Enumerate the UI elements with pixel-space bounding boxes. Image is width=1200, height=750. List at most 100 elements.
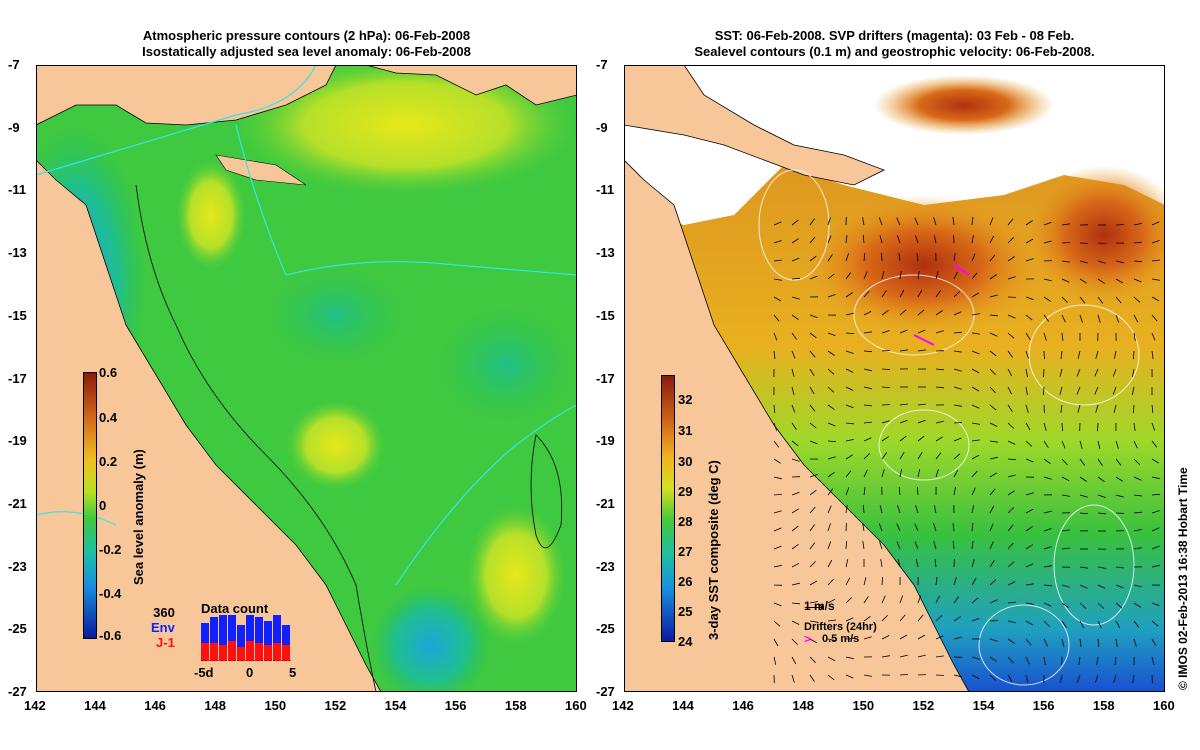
velocity-arrow (1133, 584, 1142, 588)
velocity-arrow (1007, 332, 1015, 339)
velocity-arrow (1151, 545, 1160, 550)
velocity-arrow (1097, 494, 1106, 498)
velocity-arrow (989, 217, 994, 226)
velocity-arrow (1133, 511, 1143, 514)
velocity-arrow (953, 422, 963, 424)
velocity-arrow (845, 404, 854, 409)
velocity-arrow (1115, 638, 1118, 647)
velocity-arrow (917, 451, 923, 460)
velocity-arrow (827, 273, 835, 280)
pressure-contour-3 (395, 404, 578, 586)
velocity-arrow (773, 564, 782, 568)
velocity-arrow (1025, 350, 1029, 359)
sst-hot-core-1 (804, 195, 1044, 335)
velocity-arrow (773, 350, 776, 359)
velocity-arrow (1061, 332, 1064, 341)
legend-360: 360 (153, 605, 175, 620)
velocity-arrow (791, 638, 798, 645)
histogram-env-bar (273, 615, 281, 643)
velocity-arrow (971, 656, 980, 660)
velocity-arrow (899, 349, 908, 352)
velocity-arrow (1007, 422, 1015, 429)
velocity-arrow (863, 421, 872, 424)
right-lat-tick: -11 (596, 182, 615, 198)
velocity-arrow (809, 218, 815, 226)
velocity-arrow (1115, 260, 1124, 264)
velocity-arrow (1096, 656, 1099, 665)
velocity-arrow (827, 674, 835, 681)
velocity-arrow (827, 294, 836, 298)
velocity-arrow (1061, 547, 1070, 550)
velocity-arrow (971, 253, 976, 262)
data-count-tick-2: 5 (289, 665, 297, 680)
new-guinea-land (35, 64, 337, 126)
velocity-arrow (879, 235, 883, 244)
drifters-speed: 0.5 m/s (822, 633, 860, 645)
velocity-arrow (1133, 602, 1142, 608)
velocity-arrow (935, 310, 943, 316)
left-lat-tick: -15 (8, 307, 27, 323)
velocity-arrow (935, 290, 941, 298)
velocity-arrow (809, 422, 817, 429)
histogram-j1-bar (201, 643, 209, 661)
velocity-arrow (916, 253, 919, 262)
velocity-arrow (953, 331, 963, 334)
velocity-arrow (953, 616, 961, 622)
velocity-arrow (863, 577, 867, 586)
velocity-arrow (809, 601, 818, 604)
velocity-arrow (1061, 242, 1071, 244)
velocity-arrow (863, 615, 871, 622)
velocity-arrow (1151, 404, 1154, 413)
velocity-arrow (1043, 296, 1051, 302)
velocity-arrow (971, 386, 980, 392)
velocity-arrow (809, 674, 815, 682)
velocity-arrow (863, 271, 868, 280)
velocity-arrow (791, 491, 800, 496)
velocity-arrow (1025, 492, 1034, 496)
velocity-arrow (1133, 278, 1142, 283)
velocity-arrow (915, 559, 919, 568)
velocity-arrow (791, 440, 799, 447)
velocity-arrow (1007, 276, 1016, 280)
velocity-arrow (1115, 494, 1124, 498)
velocity-arrow (1061, 458, 1068, 466)
sst-tick-6: 26 (678, 574, 693, 589)
velocity-arrow (1114, 656, 1117, 665)
velocity-arrow (1112, 368, 1117, 377)
velocity-arrow (1025, 220, 1033, 226)
velocity-arrow (845, 368, 854, 373)
velocity-arrow (1115, 602, 1123, 609)
velocity-arrow (773, 527, 782, 532)
velocity-arrow (1025, 508, 1034, 514)
velocity-arrow (845, 638, 855, 640)
velocity-arrow (1115, 458, 1122, 466)
velocity-arrow (863, 596, 869, 604)
velocity-arrow (953, 291, 960, 298)
velocity-arrow (935, 452, 942, 460)
left-lat-tick: -13 (8, 245, 27, 261)
velocity-arrow (935, 655, 944, 658)
velocity-arrow (953, 386, 962, 390)
left-lat-tick: -19 (8, 433, 27, 449)
velocity-arrow (1079, 512, 1089, 514)
velocity-key-arrow: ⟶ (804, 599, 825, 615)
velocity-arrow (1025, 656, 1030, 665)
velocity-arrow (1079, 638, 1082, 647)
velocity-arrow (845, 470, 852, 478)
velocity-arrow (773, 278, 782, 281)
velocity-arrow (989, 541, 994, 550)
velocity-arrow (1079, 458, 1086, 466)
velocity-arrow (845, 559, 849, 568)
velocity-arrow (845, 272, 852, 280)
right-lat-tick: -23 (596, 558, 615, 574)
velocity-arrow (1043, 368, 1045, 378)
velocity-arrow (953, 596, 960, 604)
velocity-arrow (935, 420, 944, 424)
velocity-arrow (1113, 404, 1117, 413)
velocity-arrow (971, 674, 980, 679)
velocity-arrow (953, 636, 962, 640)
velocity-arrow (971, 292, 980, 298)
left-lon-tick: 146 (144, 698, 166, 713)
velocity-arrow (953, 487, 956, 496)
velocity-arrow (1043, 510, 1052, 514)
